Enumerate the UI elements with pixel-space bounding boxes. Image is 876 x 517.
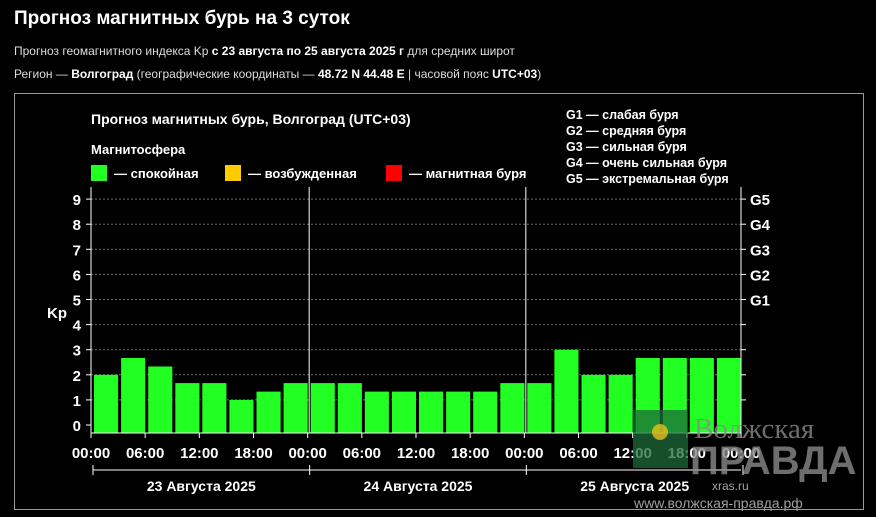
kp-bar <box>527 383 552 433</box>
kp-bar <box>283 383 308 433</box>
watermark: Волжская ПРАВДА xras.ru www.волжская-пра… <box>633 410 857 511</box>
g-legend-item: G3 — сильная буря <box>566 140 687 154</box>
kp-bar <box>554 349 579 433</box>
y-tick-label: 9 <box>73 192 81 209</box>
x-tick-label: 00:00 <box>288 445 326 462</box>
legend-swatch <box>386 165 402 181</box>
kp-bar <box>716 358 741 433</box>
g-tick-label: G4 <box>750 217 771 234</box>
x-tick-label: 12:00 <box>397 445 435 462</box>
y-tick-label: 2 <box>73 368 81 385</box>
y-tick-label: 5 <box>73 293 81 310</box>
kp-bar <box>148 366 173 433</box>
day-label: 24 Августа 2025 <box>364 478 473 494</box>
g-legend-item: G5 — экстремальная буря <box>566 172 729 186</box>
kp-bar <box>473 391 498 433</box>
kp-bar <box>202 383 227 433</box>
day-label: 23 Августа 2025 <box>147 478 256 494</box>
watermark-brand-bottom: ПРАВДА <box>690 439 857 483</box>
x-tick-label: 18:00 <box>451 445 489 462</box>
kp-bar <box>419 391 444 433</box>
x-tick-label: 06:00 <box>126 445 164 462</box>
kp-bar <box>337 383 362 433</box>
watermark-site: www.волжская-правда.рф <box>633 495 803 511</box>
x-tick-label: 00:00 <box>505 445 543 462</box>
kp-bar <box>121 358 146 433</box>
g-legend-item: G1 — слабая буря <box>566 108 679 122</box>
y-tick-label: 4 <box>73 318 82 335</box>
chart-title: Прогноз магнитных бурь, Волгоград (UTC+0… <box>91 111 411 127</box>
g-legend-item: G2 — средняя буря <box>566 124 686 138</box>
kp-bar <box>175 383 200 433</box>
legend-swatch <box>91 165 107 181</box>
y-tick-label: 1 <box>73 393 81 410</box>
logo-sun-icon <box>652 424 668 440</box>
page-title: Прогноз магнитных бурь на 3 суток <box>14 8 350 29</box>
x-tick-label: 06:00 <box>559 445 597 462</box>
kp-bar <box>608 374 633 433</box>
y-tick-label: 8 <box>73 217 81 234</box>
y-tick-label: 7 <box>73 242 81 259</box>
g-tick-label: G5 <box>750 192 770 209</box>
watermark-brand-top: Волжская <box>694 413 814 445</box>
legend-label: — магнитная буря <box>409 166 526 181</box>
kp-bar <box>446 391 471 433</box>
watermark-source: xras.ru <box>712 479 749 493</box>
g-legend-item: G4 — очень сильная буря <box>566 156 727 170</box>
forecast-description: Прогноз геомагнитного индекса Kp с 23 ав… <box>14 44 515 58</box>
x-tick-label: 18:00 <box>234 445 272 462</box>
g-tick-label: G1 <box>750 293 770 310</box>
kp-bar <box>364 391 389 433</box>
day-label: 25 Августа 2025 <box>580 478 689 494</box>
legend-label: — спокойная <box>114 166 199 181</box>
g-tick-label: G2 <box>750 267 770 284</box>
kp-bar <box>391 391 416 433</box>
g-tick-label: G3 <box>750 242 770 259</box>
kp-bar <box>94 374 119 433</box>
kp-bar <box>310 383 335 433</box>
x-tick-label: 00:00 <box>72 445 110 462</box>
kp-bar <box>500 383 525 433</box>
chart-frame <box>14 93 864 510</box>
legend-label: — возбужденная <box>248 166 357 181</box>
kp-bar <box>256 391 281 433</box>
legend-swatch <box>225 165 241 181</box>
x-tick-label: 00:00 <box>722 445 760 462</box>
region-description: Регион — Волгоград (географические коорд… <box>14 67 542 81</box>
legend-title: Магнитосфера <box>91 142 186 157</box>
x-tick-label: 12:00 <box>180 445 218 462</box>
y-tick-label: 3 <box>73 343 81 360</box>
x-tick-label: 06:00 <box>343 445 381 462</box>
y-tick-label: 6 <box>73 267 81 284</box>
y-axis-label: Kp <box>47 305 67 322</box>
y-tick-label: 0 <box>73 418 81 435</box>
kp-bar <box>689 358 714 433</box>
kp-bar <box>581 374 606 433</box>
kp-bar <box>229 399 254 433</box>
